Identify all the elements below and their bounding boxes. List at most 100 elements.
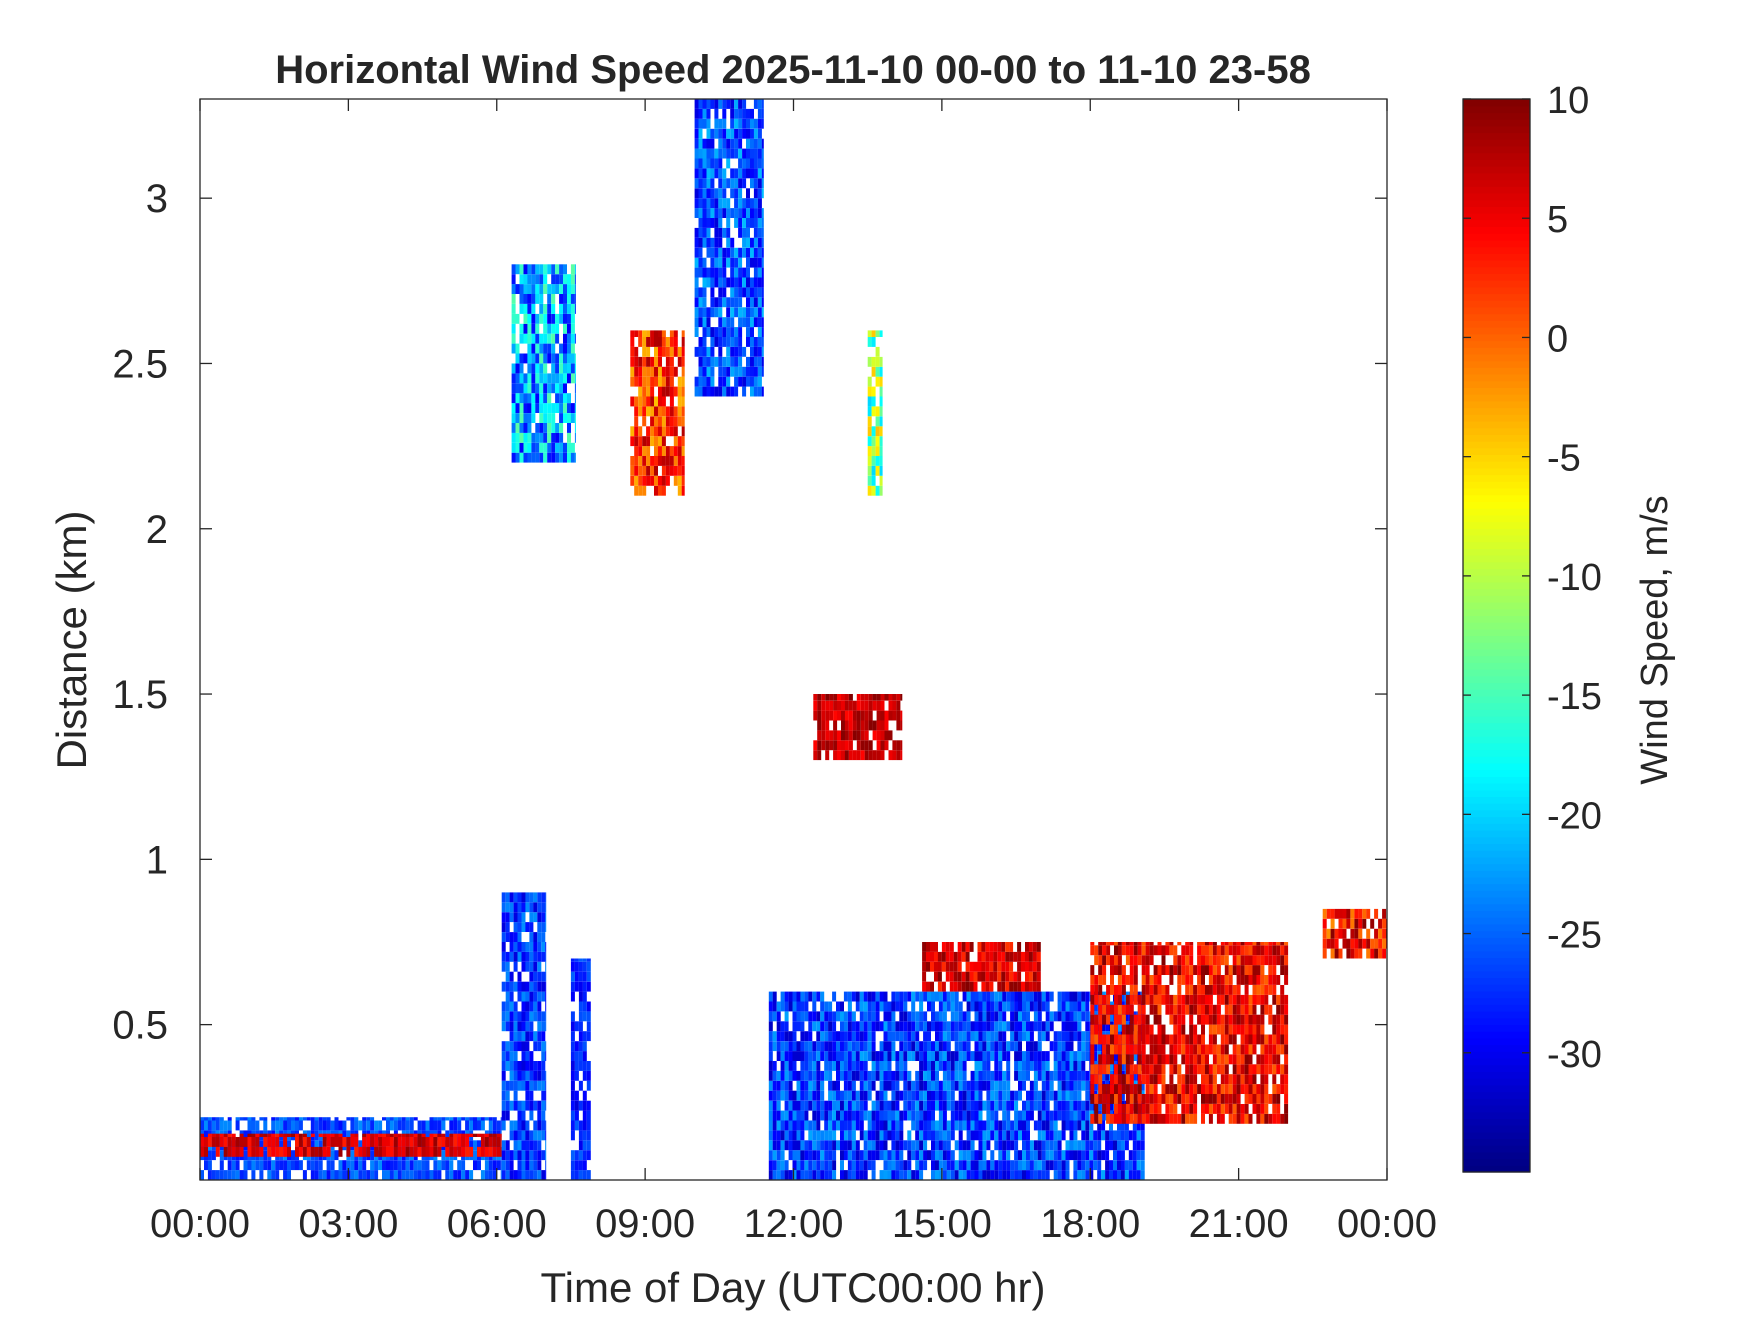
heatmap-cell	[860, 1061, 864, 1071]
heatmap-cell	[714, 278, 718, 288]
heatmap-cell	[1014, 1011, 1018, 1021]
heatmap-cell	[587, 1011, 591, 1021]
heatmap-cell	[1130, 995, 1134, 1005]
heatmap-cell	[1034, 1160, 1038, 1170]
heatmap-cell	[861, 740, 865, 750]
heatmap-cell	[506, 902, 510, 912]
heatmap-cell	[793, 1002, 797, 1012]
heatmap-cell	[394, 1160, 398, 1170]
heatmap-cell	[543, 453, 547, 463]
heatmap-cell	[350, 1150, 354, 1160]
heatmap-cell	[339, 1134, 343, 1137]
heatmap-cell	[1323, 939, 1327, 949]
heatmap-cell	[307, 1137, 311, 1147]
heatmap-cell	[750, 119, 754, 129]
heatmap-cell	[868, 436, 872, 446]
heatmap-cell	[394, 1134, 398, 1137]
heatmap-cell	[1268, 1114, 1272, 1124]
heatmap-cell	[1122, 1005, 1126, 1015]
heatmap-cell	[535, 433, 539, 443]
heatmap-cell	[986, 1021, 990, 1031]
heatmap-cell	[287, 1121, 291, 1131]
heatmap-cell	[876, 1021, 880, 1031]
heatmap-cell	[738, 367, 742, 377]
heatmap-cell	[1114, 1114, 1118, 1124]
heatmap-cell	[773, 1002, 777, 1012]
heatmap-cell	[531, 403, 535, 413]
heatmap-cell	[394, 1117, 398, 1120]
heatmap-cell	[997, 972, 1001, 982]
heatmap-cell	[1221, 995, 1225, 1005]
heatmap-cell	[1130, 1074, 1134, 1084]
heatmap-cell	[510, 1071, 514, 1081]
heatmap-cell	[769, 1170, 773, 1180]
heatmap-cell	[1173, 1015, 1177, 1025]
heatmap-cell	[354, 1137, 358, 1147]
heatmap-cell	[244, 1150, 248, 1160]
heatmap-cell	[575, 393, 576, 403]
heatmap-cell	[1150, 1025, 1154, 1035]
heatmap-cell	[1241, 1025, 1245, 1035]
heatmap-cell	[1165, 1054, 1169, 1064]
heatmap-cell	[864, 1002, 868, 1012]
heatmap-cell	[362, 1117, 366, 1120]
heatmap-cell	[1249, 1015, 1253, 1025]
heatmap-cell	[1066, 1061, 1070, 1071]
heatmap-cell	[422, 1121, 426, 1131]
heatmap-cell	[426, 1137, 430, 1147]
heatmap-cell	[1343, 909, 1347, 919]
heatmap-cell	[1181, 1054, 1185, 1064]
heatmap-cell	[891, 1002, 895, 1012]
heatmap-cell	[1106, 1114, 1110, 1124]
heatmap-cell	[939, 1021, 943, 1031]
heatmap-cell	[959, 1091, 963, 1101]
heatmap-cell	[1094, 955, 1098, 965]
heatmap-cell	[1070, 1021, 1074, 1031]
heatmap-cell	[903, 1160, 907, 1170]
heatmap-cell	[1193, 1104, 1197, 1114]
heatmap-cell	[529, 982, 533, 992]
heatmap-cell	[654, 357, 658, 367]
heatmap-cell	[658, 486, 662, 496]
heatmap-cell	[919, 1071, 923, 1081]
heatmap-cell	[954, 962, 958, 972]
heatmap-cell	[959, 1150, 963, 1160]
heatmap-cell	[545, 1121, 546, 1131]
heatmap-cell	[1197, 985, 1201, 995]
heatmap-cell	[820, 1150, 824, 1160]
heatmap-cell	[1014, 1130, 1018, 1140]
heatmap-cell	[1272, 965, 1276, 975]
heatmap-cell	[571, 354, 575, 364]
heatmap-cell	[829, 730, 833, 740]
heatmap-cell	[535, 324, 539, 334]
heatmap-cell	[832, 1130, 836, 1140]
heatmap-cell	[638, 476, 642, 486]
heatmap-cell	[1229, 1114, 1233, 1124]
heatmap-cell	[374, 1121, 378, 1131]
heatmap-cell	[852, 1150, 856, 1160]
heatmap-cell	[762, 278, 764, 288]
heatmap-cell	[204, 1121, 208, 1131]
heatmap-cell	[746, 307, 750, 317]
heatmap-cell	[907, 1051, 911, 1061]
heatmap-cell	[1181, 1045, 1185, 1055]
heatmap-cell	[529, 1071, 533, 1081]
heatmap-cell	[1050, 1150, 1054, 1160]
heatmap-cell	[891, 1111, 895, 1121]
heatmap-cell	[943, 1140, 947, 1150]
heatmap-cell	[537, 1031, 541, 1041]
heatmap-cell	[208, 1121, 212, 1131]
heatmap-cell	[418, 1170, 422, 1180]
heatmap-cell	[1106, 1035, 1110, 1045]
heatmap-cell	[849, 711, 853, 721]
heatmap-cell	[307, 1147, 311, 1157]
heatmap-cell	[342, 1137, 346, 1147]
heatmap-cell	[1217, 945, 1221, 955]
heatmap-cell	[1177, 1074, 1181, 1084]
heatmap-cell	[1158, 1025, 1162, 1035]
heatmap-cell	[1122, 1104, 1126, 1114]
heatmap-cell	[832, 992, 836, 1002]
heatmap-cell	[670, 330, 674, 337]
heatmap-cell	[840, 1091, 844, 1101]
heatmap-cell	[896, 721, 900, 731]
